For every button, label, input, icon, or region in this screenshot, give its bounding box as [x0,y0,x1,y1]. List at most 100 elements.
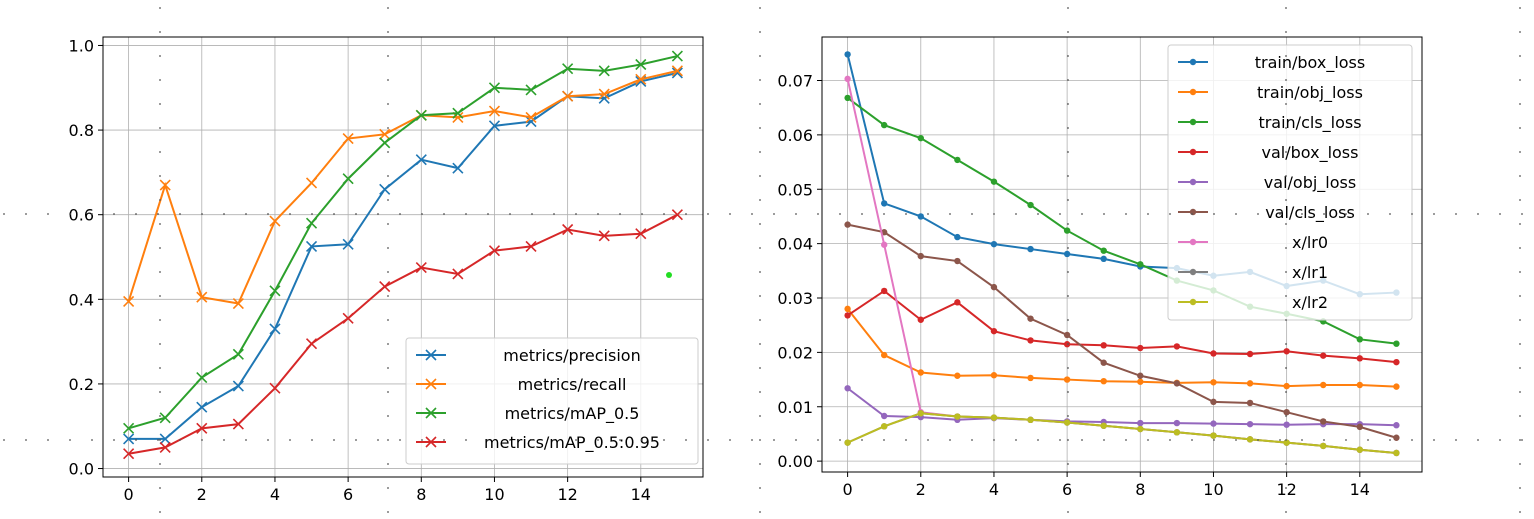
y-tick-label: 0.8 [69,121,94,140]
noise-dot [1147,439,1149,441]
data-point [342,238,354,250]
noise-dot [1519,415,1521,417]
data-point [844,75,851,83]
data-point [954,233,961,241]
noise-dot [1285,55,1287,57]
noise-dot [597,439,599,441]
noise-dot [1235,439,1237,441]
noise-dot [1285,343,1287,345]
noise-dot [883,213,885,215]
legend-marker [1189,178,1197,186]
noise-dot [759,343,761,345]
data-point [1283,348,1290,355]
noise-dot [1285,127,1287,129]
noise-dot [1067,271,1069,273]
chart-losses: 0 2 4 6 8 10 12 14 0.00 0.01 0.02 0.03 0.04 0.05 0.06 0… [777,36,1423,499]
data-point [954,372,961,379]
legend-label: metrics/mAP_0.5 [505,404,640,424]
noise-dot [399,213,401,215]
data-point [598,65,610,77]
noise-dot [1067,319,1069,321]
series-line [847,387,1397,427]
data-point [844,94,851,102]
legend-label: x/lr0 [1292,233,1328,252]
data-point [269,285,281,297]
legend-box [1167,44,1413,321]
legend-marker [1189,298,1197,306]
data-point [990,327,998,335]
y-tick-label: 0.06 [777,126,813,145]
data-point [196,401,208,413]
series-line [847,223,1397,439]
data-point [1320,442,1327,450]
y-tick-label: 0.07 [777,72,813,91]
noise-dot [1059,213,1061,215]
noise-dot [1411,439,1413,441]
noise-dot [1285,295,1287,297]
noise-dot [685,439,687,441]
noise-dot [223,439,225,441]
noise-dot [641,213,643,215]
noise-dot [421,213,423,215]
noise-dot [387,103,389,105]
noise-dot [1147,213,1149,215]
legend-marker [1189,268,1197,276]
noise-dot [1067,511,1069,513]
noise-dot [377,439,379,441]
noise-dot [751,213,753,215]
noise-dot [311,213,313,215]
x-tick-label: 14 [631,485,651,504]
noise-dot [1285,199,1287,201]
axes-frame [821,36,1423,473]
legend-label: metrics/mAP_0.5:0.95 [484,433,660,453]
series-line [128,55,678,430]
data-point [954,299,961,306]
legend-label: train/obj_loss [1257,83,1363,103]
noise-dot [817,213,819,215]
noise-dot [759,271,761,273]
noise-dot [1067,31,1069,33]
noise-dot [575,213,577,215]
x-tick-label: 10 [484,485,504,504]
data-point [1173,380,1181,387]
data-point [917,213,924,220]
noise-dot [839,439,841,441]
series-line [847,289,1397,364]
noise-dot [201,213,203,215]
noise-dot [759,103,761,105]
data-point [488,120,501,132]
noise-dot [619,439,621,441]
noise-dot [1519,319,1521,321]
noise-dot [663,213,665,215]
data-point [525,84,537,96]
data-point [1137,425,1144,433]
data-point [844,385,851,392]
noise-dot [751,439,753,441]
legend-label: x/lr1 [1292,263,1328,282]
noise-dot [159,199,161,201]
x-tick-label: 2 [916,480,926,499]
data-point [880,200,888,207]
noise-dot [159,391,161,393]
noise-dot [1067,367,1069,369]
data-point [671,67,683,79]
data-point [1246,420,1254,428]
data-point [954,257,961,265]
legend-marker [425,349,437,361]
noise-dot [1519,271,1521,273]
data-point [1210,432,1217,439]
noise-dot [1191,213,1193,215]
y-tick-label: 0.01 [777,398,813,417]
axes-frame [102,36,704,478]
noise-dot [355,439,357,441]
noise-dot [387,367,389,369]
noise-dot [663,439,665,441]
noise-dot [487,439,489,441]
noise-dot [1455,439,1457,441]
noise-dot [179,439,181,441]
data-point [488,105,501,117]
noise-dot [1067,439,1069,441]
noise-dot [1015,213,1017,215]
noise-dot [971,213,973,215]
noise-dot [1285,439,1287,441]
